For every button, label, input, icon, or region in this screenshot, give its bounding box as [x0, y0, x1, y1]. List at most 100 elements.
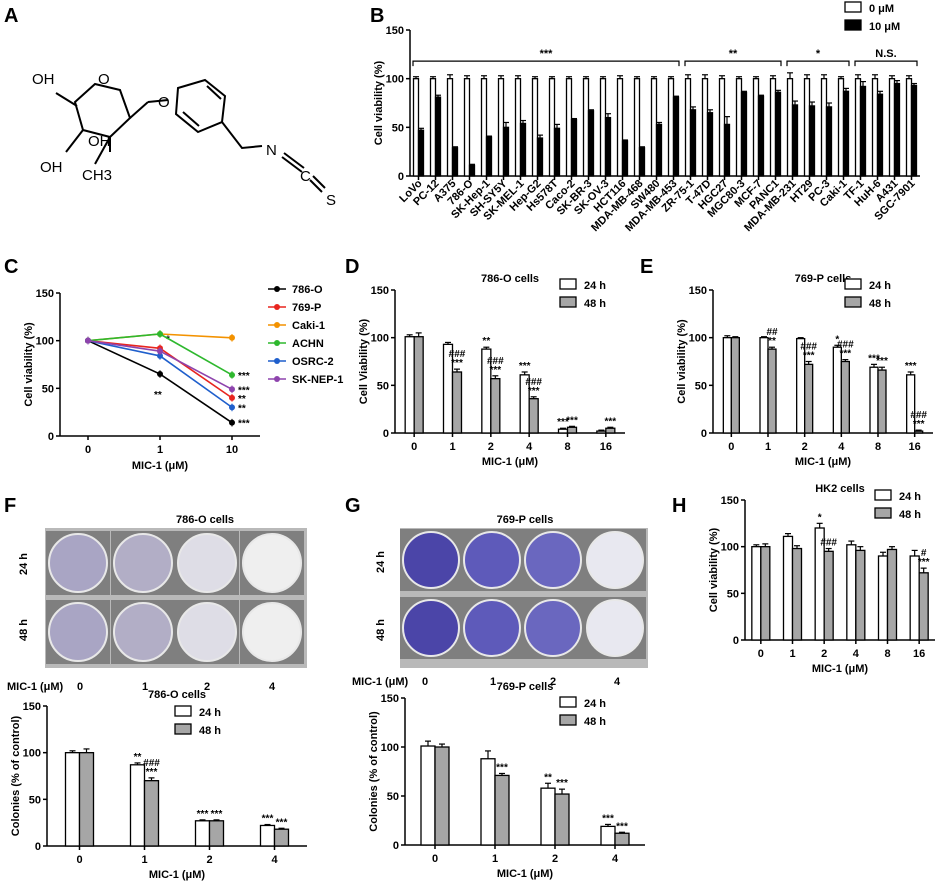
colony-image-g-dose-0: 0 [422, 676, 428, 688]
chart-e-title: 769-P cells [795, 273, 852, 285]
chart-e-bar-0-0 [722, 337, 732, 434]
chart-d-title: 786-O cells [481, 273, 539, 285]
chart-b-bar-0-9 [565, 78, 573, 177]
chart-b-bar-1-17 [706, 112, 714, 177]
chart-b-bar-0-27 [871, 78, 879, 177]
chart-f-legend-swatch-1 [174, 723, 192, 735]
chart-b-bar-0-1 [429, 78, 437, 177]
chart-h-bar-1-2 [823, 550, 834, 641]
chart-b-bar-1-26 [859, 85, 867, 177]
chart-g-annot-0-2-0: ** [544, 772, 552, 783]
chart-d-annot-1-1-1: *** [451, 358, 463, 369]
colony-g-well-0-2 [524, 531, 582, 589]
atom-o-ring: O [98, 71, 110, 88]
chart-d-y-tick-label-1: 50 [377, 380, 389, 392]
colony-image-f-dose-4: 4 [269, 681, 276, 693]
chart-d-bar-1-3 [528, 398, 539, 434]
chart-g-y-tick-label-2: 100 [381, 742, 399, 754]
chart-h-bar-0-1 [782, 535, 794, 641]
chart-e-legend-label-1: 48 h [869, 298, 891, 310]
chart-c-y-tick-label-1: 50 [42, 383, 54, 395]
chart-f-legend-swatch-0 [174, 705, 192, 717]
chart-e-x-tick-label-5: 16 [909, 441, 921, 453]
chart-d-x-tick-label-5: 16 [600, 441, 612, 453]
chart-b-bar-0-3 [463, 78, 471, 177]
chart-b-y-tick-label-3: 150 [386, 25, 404, 37]
colony-image-g-dose-4: 4 [614, 676, 621, 688]
chart-b-bracket-label-1: ** [729, 48, 738, 60]
colony-image-f: 786-O cells 24 h 48 h MIC-1 (μM) 0 1 2 4 [7, 514, 307, 693]
chart-b-bar-0-22 [786, 78, 794, 177]
chart-f-y-tick-label-1: 50 [29, 794, 41, 806]
atom-s: S [326, 192, 336, 209]
chart-g-legend-swatch-0 [559, 696, 577, 708]
chart-h-x-axis-label: MIC-1 (μM) [812, 663, 869, 675]
chart-h-y-tick-label-2: 100 [721, 542, 739, 554]
chart-c-annot-3-2: *** [238, 371, 250, 382]
chart-b-bar-1-18 [723, 123, 731, 177]
chart-e-annot-1-1-0: ## [766, 327, 778, 338]
colony-image-f-row-48h: 48 h [18, 619, 30, 641]
chart-c-x-tick-label-0: 0 [85, 444, 91, 456]
chart-e-annot-1-3-1: *** [839, 349, 851, 360]
chart-d-bar-1-4 [566, 426, 578, 434]
panel-letter-h: H [672, 495, 686, 517]
atom-oh-bottom: OH [40, 159, 63, 176]
chart-d-annot-1-4-0: *** [566, 415, 578, 426]
chart-g-bar-1-2 [554, 793, 570, 846]
colony-g-well-1-3 [586, 599, 644, 657]
chart-d-y-tick-label-2: 100 [371, 333, 389, 345]
atom-o-link: O [158, 94, 170, 111]
chart-g-bar-1-3 [614, 832, 630, 846]
chart-g-bar-0-0 [420, 745, 436, 846]
chart-b-bar-1-3 [468, 164, 476, 177]
chart-g-x-tick-label-3: 4 [612, 853, 619, 865]
chart-f-annot-1-2-0: *** [211, 809, 223, 820]
chart-c-annot-1-2: ** [238, 394, 246, 405]
chart-c-legend-label-2: Caki-1 [292, 320, 325, 332]
colony-image-g-row-48h: 48 h [375, 619, 387, 641]
chart-b-bar-0-5 [497, 78, 505, 177]
chart-g-bar-1-1 [494, 774, 510, 846]
chart-h-bar-1-0 [760, 546, 771, 641]
chart-g-legend-label-0: 24 h [584, 698, 606, 710]
chart-f-bar-0-0 [64, 752, 81, 847]
chart-f-bar-0-1 [129, 764, 146, 847]
chart-g-title: 769-P cells [497, 681, 554, 693]
chart-e-y-tick-label-0: 0 [701, 428, 707, 440]
chart-h-title: HK2 cells [815, 483, 865, 495]
colony-f-well-0-0 [48, 533, 108, 593]
chart-h-bar-0-5 [909, 555, 920, 641]
chart-g-x-tick-label-2: 2 [552, 853, 558, 865]
colony-image-f-dose-2: 2 [204, 681, 210, 693]
chart-f-legend-label-1: 48 h [199, 725, 221, 737]
chart-b-bracket-0 [412, 60, 680, 67]
chart-d-y-axis-label: Cell Viability (%) [358, 318, 370, 404]
chart-d-x-axis-label: MIC-1 (μM) [482, 456, 539, 468]
chart-g-y-axis-label: Colonies (% of control) [368, 711, 380, 832]
chart-g-y-tick-label-0: 0 [393, 840, 399, 852]
chart-c-annot-1-1: * [166, 334, 170, 345]
chart-e-x-tick-label-2: 2 [802, 441, 808, 453]
colony-image-g-dose-1: 1 [490, 676, 496, 688]
chart-d-annot-1-2-0: ### [487, 356, 504, 367]
chart-e-bar-1-5 [914, 430, 924, 434]
chart-f-annot-0-3-0: *** [262, 814, 274, 825]
chart-b-bar-1-19 [740, 91, 748, 177]
chart-panel-h: 0 50 100 150 Cell viability (%) 0 1 2 * ### 4 8 16 **… [708, 483, 935, 675]
colony-image-f-title: 786-O cells [176, 514, 234, 526]
chart-e-y-axis-label: Cell viability (%) [676, 319, 688, 404]
chart-f-x-tick-label-2: 2 [206, 854, 212, 866]
chart-e-legend-swatch-1 [844, 296, 862, 308]
chart-h-bar-0-3 [846, 544, 857, 641]
chart-f-y-tick-label-0: 0 [35, 841, 41, 853]
chart-g-y-tick-label-3: 150 [381, 693, 399, 705]
colony-image-g-dose-label: MIC-1 (μM) [352, 676, 409, 688]
chart-e-annot-1-4-0: *** [876, 356, 888, 367]
chart-b-bar-0-2 [446, 78, 454, 177]
chart-e-annot-0-5-0: *** [905, 361, 917, 372]
chart-f-y-tick-label-2: 100 [23, 748, 41, 760]
atom-oh-top: OH [32, 71, 55, 88]
chart-e-x-tick-label-3: 4 [838, 441, 845, 453]
